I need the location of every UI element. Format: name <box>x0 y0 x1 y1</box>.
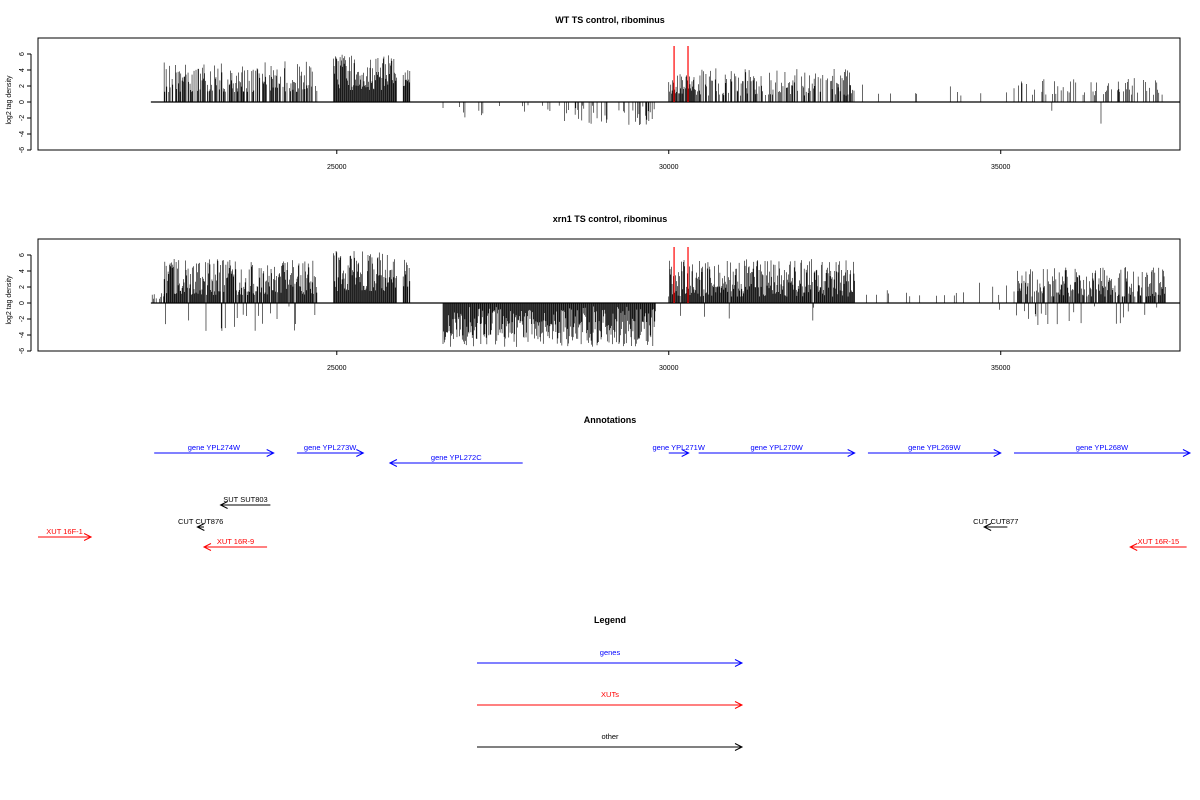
annotation-feature: gene YPL268W <box>1014 443 1192 457</box>
annotations-title: Annotations <box>584 415 637 425</box>
annotation-label: gene YPL274W <box>188 443 241 452</box>
legend-entry: XUTs <box>477 690 744 709</box>
y-tick-label: -6 <box>19 147 26 153</box>
annotation-arrow-head <box>202 543 212 551</box>
annotation-feature: XUT 16F-1 <box>38 527 93 541</box>
legend-arrow-head <box>734 701 744 709</box>
annotation-label: CUT CUT876 <box>178 517 223 526</box>
legend-entry: genes <box>477 648 744 667</box>
annotation-arrow-head <box>83 533 93 541</box>
xrn1-bars <box>150 247 1180 347</box>
annotation-arrow-head <box>1129 543 1138 551</box>
y-tick-label: 4 <box>19 68 26 72</box>
y-tick-label: 6 <box>19 253 26 257</box>
annotation-feature: CUT CUT877 <box>973 517 1018 531</box>
legend-label: XUTs <box>601 690 619 699</box>
x-tick-label: 30000 <box>659 365 679 372</box>
annotation-arrow-head <box>681 449 690 457</box>
xrn1-density-panel: xrn1 TS control, ribominus log2 tag dens… <box>6 214 1181 372</box>
wt-panel-title: WT TS control, ribominus <box>555 15 665 25</box>
x-tick-label: 25000 <box>327 365 347 372</box>
annotation-arrow-head <box>356 449 365 457</box>
y-tick-label: -4 <box>19 332 26 338</box>
x-tick-label: 35000 <box>991 365 1011 372</box>
annotation-label: XUT 16F-1 <box>46 527 83 536</box>
annotation-arrow-head <box>388 459 398 467</box>
annotation-label: gene YPL273W <box>304 443 357 452</box>
annotation-label: gene YPL271W <box>653 443 706 452</box>
annotation-label: XUT 16R-15 <box>1138 537 1180 546</box>
annotation-label: SUT SUT803 <box>223 495 267 504</box>
y-tick-label: -2 <box>19 115 26 121</box>
annotation-arrow-head <box>1182 449 1192 457</box>
annotation-label: gene YPL270W <box>750 443 803 452</box>
annotation-label: gene YPL269W <box>908 443 961 452</box>
y-tick-label: -2 <box>19 316 26 322</box>
annotation-feature: XUT 16R-15 <box>1129 537 1187 551</box>
x-tick-label: 35000 <box>991 164 1011 171</box>
annotation-arrow-head <box>983 523 992 531</box>
xrn1-panel-title: xrn1 TS control, ribominus <box>553 214 668 224</box>
annotation-arrow-head <box>266 449 275 457</box>
wt-axes: -6 -4 -2 0 2 4 6 25000 30000 35000 <box>19 52 1011 171</box>
annotation-feature: gene YPL272C <box>388 453 523 467</box>
annotation-feature: gene YPL269W <box>867 443 1002 457</box>
annotation-label: gene YPL272C <box>431 453 482 462</box>
legend-arrow-head <box>734 659 744 667</box>
annotation-feature: gene YPL273W <box>296 443 365 457</box>
y-tick-label: 0 <box>19 301 26 305</box>
annotations-track: gene YPL274W gene YPL273W gene YPL272C gene… <box>38 443 1192 551</box>
annotation-feature: CUT CUT876 <box>178 517 223 531</box>
annotation-label: gene YPL268W <box>1076 443 1129 452</box>
y-tick-label: 4 <box>19 269 26 273</box>
annotation-arrow-head <box>847 449 856 457</box>
annotation-arrow-head <box>196 523 205 531</box>
y-tick-label: 6 <box>19 52 26 56</box>
annotation-arrow-head <box>219 501 228 509</box>
y-tick-label: 2 <box>19 84 26 88</box>
wt-density-panel: WT TS control, ribominus log2 tag densit… <box>6 15 1181 171</box>
annotation-feature: gene YPL274W <box>154 443 275 457</box>
annotation-feature: XUT 16R-9 <box>202 537 268 551</box>
x-tick-label: 30000 <box>659 164 679 171</box>
annotation-feature: gene YPL271W <box>653 443 706 457</box>
annotation-arrow-head <box>993 449 1002 457</box>
annotation-feature: gene YPL270W <box>698 443 856 457</box>
x-tick-label: 25000 <box>327 164 347 171</box>
y-tick-label: 2 <box>19 285 26 289</box>
legend-title: Legend <box>594 615 626 625</box>
xrn1-y-axis-label: log2 tag density <box>6 275 13 325</box>
wt-bars <box>150 46 1180 126</box>
wt-y-axis-label: log2 tag density <box>6 75 13 125</box>
legend-entry: other <box>477 732 744 751</box>
legend-label: genes <box>600 648 621 657</box>
y-tick-label: 0 <box>19 100 26 104</box>
annotation-label: XUT 16R-9 <box>217 537 254 546</box>
legend: genes XUTs other <box>477 648 744 751</box>
legend-arrow-head <box>734 743 744 751</box>
annotation-feature: SUT SUT803 <box>219 495 271 509</box>
y-tick-label: -4 <box>19 131 26 137</box>
xrn1-axes: -6 -4 -2 0 2 4 6 25000 30000 35000 <box>19 253 1011 372</box>
y-tick-label: -6 <box>19 348 26 354</box>
legend-label: other <box>601 732 619 741</box>
annotation-label: CUT CUT877 <box>973 517 1018 526</box>
